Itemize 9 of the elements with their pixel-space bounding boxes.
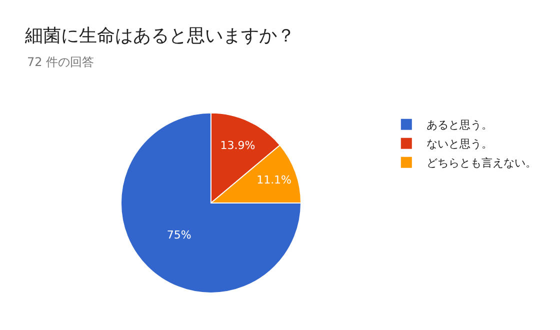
legend-label: あると思う。 — [426, 118, 492, 132]
chart-title: 細菌に生命はあると思いますか？ — [24, 25, 295, 46]
data-label: 13.9% — [220, 139, 256, 152]
pie-slice — [120, 112, 302, 294]
legend-label: どちらとも言えない。 — [426, 156, 536, 170]
data-label: 75% — [166, 228, 192, 242]
legend-label: ないと思う。 — [426, 138, 492, 151]
data-label: 11.1% — [256, 174, 292, 187]
chart-subtitle: 72 件の回答 — [27, 55, 94, 69]
